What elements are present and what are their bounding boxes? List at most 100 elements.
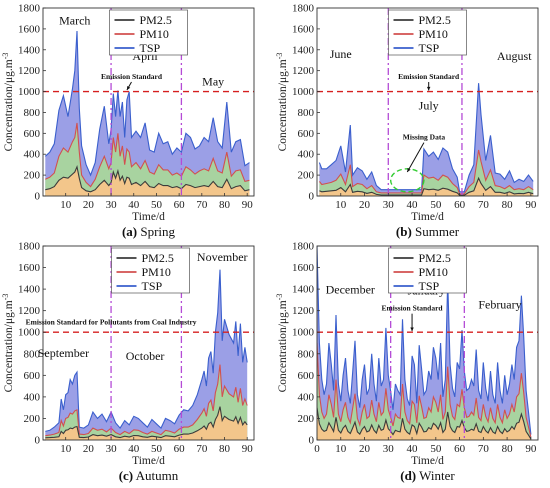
y-tick-label: 800 (298, 348, 315, 360)
area-pm25 (317, 407, 531, 440)
y-axis-label: Concentration/μg.m-3 (1, 294, 15, 393)
x-tick-label: 10 (60, 199, 72, 211)
y-axis-label-sup: -3 (1, 53, 10, 60)
y-tick-label: 800 (24, 107, 41, 119)
x-tick-label: 10 (335, 199, 347, 211)
month-label: September (38, 346, 89, 360)
month-label: June (330, 47, 352, 61)
x-tick-label: 50 (151, 199, 163, 211)
x-tick-label: 90 (242, 199, 254, 211)
panel-caption-letter: (b) (396, 224, 412, 239)
x-tick-label: 80 (219, 443, 231, 455)
series-line-pm10 (317, 342, 532, 438)
x-tick-label: 30 (106, 199, 118, 211)
y-tick-label: 600 (298, 370, 315, 382)
y-tick-label: 1600 (18, 23, 41, 35)
legend-label: PM2.5 (140, 13, 172, 27)
y-axis-label-sup: -3 (275, 53, 284, 60)
area-pm10 (317, 343, 531, 440)
y-tick-label: 1600 (18, 262, 41, 274)
y-tick-label: 1000 (292, 86, 315, 98)
legend-label: TSP (419, 41, 440, 55)
series-line-tsp (318, 83, 534, 193)
annotation-arrow-head (426, 86, 431, 91)
y-tick-label: 1400 (18, 284, 41, 296)
legend-label: TSP (419, 279, 440, 293)
legend-label: PM2.5 (419, 251, 451, 265)
annotation-arrow-head (410, 327, 414, 332)
chart-panel-4: 0 200 400 600 800 1000 1200 1400 1600 1800 0 10 20 30… (275, 241, 539, 483)
x-tick-label: 40 (407, 199, 419, 211)
y-tick-label: 0 (35, 191, 41, 203)
y-axis-label: Concentration/μg.m-3 (275, 294, 289, 393)
month-label: March (59, 14, 90, 28)
axes-frame (42, 7, 255, 197)
y-tick-label: 1200 (18, 305, 41, 317)
x-tick-label: 50 (430, 199, 442, 211)
y-tick-label: 1400 (18, 44, 41, 56)
panel-caption-letter: (d) (400, 468, 416, 483)
y-tick-label: 0 (309, 191, 315, 203)
y-tick-label: 1800 (292, 241, 315, 253)
y-axis-label-main: Concentration/μg.m (3, 300, 15, 392)
x-tick-label: 50 (430, 443, 442, 455)
x-tick-label: 90 (242, 443, 254, 455)
axes-frame (316, 7, 539, 197)
x-tick-label: 10 (60, 443, 72, 455)
series-line-pm25 (317, 407, 532, 440)
y-tick-label: 200 (24, 170, 41, 182)
month-label: February (478, 298, 521, 312)
y-tick-label: 0 (309, 435, 315, 447)
y-tick-label: 200 (298, 413, 315, 425)
y-tick-label: 400 (24, 391, 41, 403)
x-tick-label: 90 (525, 199, 537, 211)
y-axis-label-main: Concentration/μg.m (277, 300, 289, 392)
y-tick-label: 400 (298, 391, 315, 403)
series-line-pm10 (318, 149, 534, 195)
y-tick-label: 400 (24, 149, 41, 161)
axes-frame (42, 245, 255, 441)
y-tick-label: 1800 (18, 3, 41, 15)
x-tick-label: 60 (454, 199, 466, 211)
panel-caption-letter: (a) (122, 224, 137, 239)
x-tick-label: 40 (128, 199, 140, 211)
panel-caption: (b) Summer (396, 224, 460, 239)
y-tick-label: 1800 (292, 3, 315, 15)
plot-area (317, 246, 538, 440)
annotation-label: Emission Standard for Pollutants from Co… (26, 318, 197, 327)
annotation-label: Missing Data (403, 133, 446, 142)
annotation-label: Emission Standard (398, 72, 460, 81)
y-tick-label: 1000 (18, 86, 41, 98)
x-tick-label: 30 (106, 443, 118, 455)
x-tick-label: 40 (128, 443, 140, 455)
y-tick-label: 400 (298, 149, 315, 161)
series-line-tsp (45, 269, 248, 432)
legend-label: PM10 (419, 27, 448, 41)
panel-caption-text: Spring (137, 224, 175, 239)
annotation-label: Emission Standard (101, 72, 163, 81)
area-pm25 (319, 178, 534, 196)
legend-label: PM2.5 (419, 13, 451, 27)
panel-caption: (a) Spring (122, 224, 176, 239)
month-label: May (202, 74, 224, 88)
month-label: July (419, 98, 439, 112)
legend-label: PM10 (142, 265, 171, 279)
y-axis-label-sup: -3 (275, 294, 284, 301)
x-tick-label: 70 (478, 443, 490, 455)
annotation-arrow-head (407, 167, 411, 172)
series-line-pm10 (45, 364, 248, 437)
panel-caption: (d) Winter (400, 468, 455, 483)
x-tick-label: 50 (151, 443, 163, 455)
chart-panel-1: 0 200 400 600 800 1000 1200 1400 1600 1800 10 20 30 4… (1, 3, 255, 239)
x-tick-label: 80 (219, 199, 231, 211)
x-tick-label: 40 (407, 443, 419, 455)
y-axis-label-sup: -3 (1, 294, 10, 301)
y-tick-label: 1600 (292, 23, 315, 35)
y-tick-label: 200 (24, 413, 41, 425)
x-tick-label: 70 (196, 443, 208, 455)
legend-label: PM2.5 (142, 251, 174, 265)
panel-caption: (c) Autumn (119, 468, 179, 483)
chart-panel-2: 0 200 400 600 800 1000 1200 1400 1600 1800 10 20 30 4… (275, 3, 539, 239)
x-tick-label: 20 (359, 199, 371, 211)
x-axis-label: Time/d (411, 211, 444, 223)
